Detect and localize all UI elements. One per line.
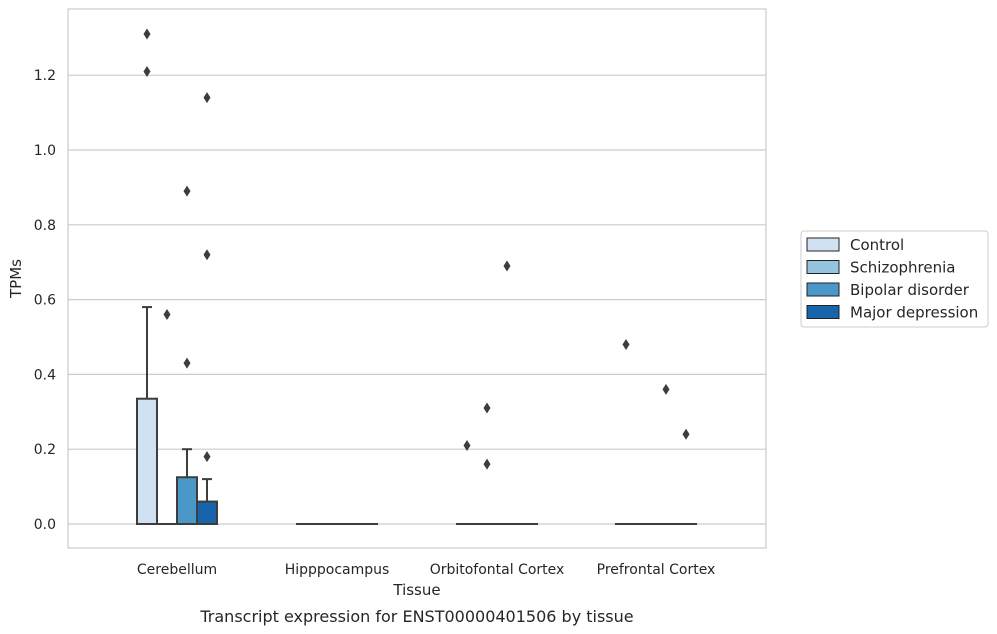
y-tick-label: 1.0 xyxy=(34,143,56,159)
box-body xyxy=(176,476,198,525)
y-tick-label: 0.8 xyxy=(34,218,56,234)
legend-swatch xyxy=(806,305,840,319)
outlier-point xyxy=(682,428,690,440)
y-tick-label: 0.6 xyxy=(34,293,56,309)
outlier-point xyxy=(483,458,491,470)
outlier-point xyxy=(183,185,191,197)
x-axis-tick-labels: Cerebellum Hipppocampus Orbitofontal Corte… xyxy=(137,562,715,578)
box-body xyxy=(136,397,158,525)
x-tick-label: Cerebellum xyxy=(137,562,217,578)
legend-item: Control xyxy=(806,236,904,254)
outlier-point xyxy=(662,383,670,395)
outlier-point xyxy=(143,28,151,40)
box-body xyxy=(196,500,218,525)
y-tick-label: 1.2 xyxy=(34,68,56,84)
x-tick-label: Orbitofontal Cortex xyxy=(430,562,565,578)
x-tick-label: Hipppocampus xyxy=(285,562,390,578)
legend-label: Major depression xyxy=(850,304,978,322)
outlier-point xyxy=(622,338,630,350)
y-axis-label: TPMs xyxy=(7,259,25,299)
legend-swatch xyxy=(806,237,840,252)
legend-frame xyxy=(800,230,989,328)
box-major-depression xyxy=(675,428,697,526)
box-schizophrenia xyxy=(476,402,498,526)
outlier-point xyxy=(203,249,211,261)
box-major-depression xyxy=(196,92,218,525)
outlier-point xyxy=(163,309,171,321)
legend-swatch xyxy=(806,260,840,274)
outlier-point xyxy=(203,451,211,463)
outlier-point xyxy=(183,357,191,369)
legend-label: Control xyxy=(850,236,904,254)
y-axis-tick-labels: 0.0 0.2 0.4 0.6 0.8 1.0 1.2 xyxy=(34,68,56,533)
box-marks xyxy=(136,28,697,526)
x-tick-label: Prefrontal Cortex xyxy=(597,562,716,578)
box-bipolar-disorder xyxy=(176,185,198,525)
chart-caption: Transcript expression for ENST0000040150… xyxy=(199,607,633,626)
outlier-point xyxy=(463,439,471,451)
y-tick-label: 0.4 xyxy=(34,367,56,383)
plot-area-frame xyxy=(67,8,767,549)
outlier-point xyxy=(143,65,151,77)
gridlines xyxy=(68,74,766,525)
y-tick-label: 0.0 xyxy=(34,517,56,533)
outlier-point xyxy=(483,402,491,414)
box-schizophrenia xyxy=(156,309,178,526)
x-axis-label: Tissue xyxy=(392,581,440,599)
legend-item: Major depression xyxy=(806,304,978,322)
legend-item: Schizophrenia xyxy=(806,259,955,277)
outlier-point xyxy=(203,92,211,104)
legend-label: Schizophrenia xyxy=(850,259,955,277)
y-tick-label: 0.2 xyxy=(34,442,56,458)
legend: Control Schizophrenia Bipolar disorder Majo… xyxy=(800,230,989,328)
box-control xyxy=(615,338,637,526)
legend-item: Bipolar disorder xyxy=(806,281,970,299)
legend-label: Bipolar disorder xyxy=(850,281,970,299)
legend-swatch xyxy=(806,282,840,297)
box-control xyxy=(456,439,478,526)
box-control xyxy=(136,28,158,525)
box-bipolar-disorder xyxy=(655,383,677,526)
outlier-point xyxy=(503,260,511,272)
